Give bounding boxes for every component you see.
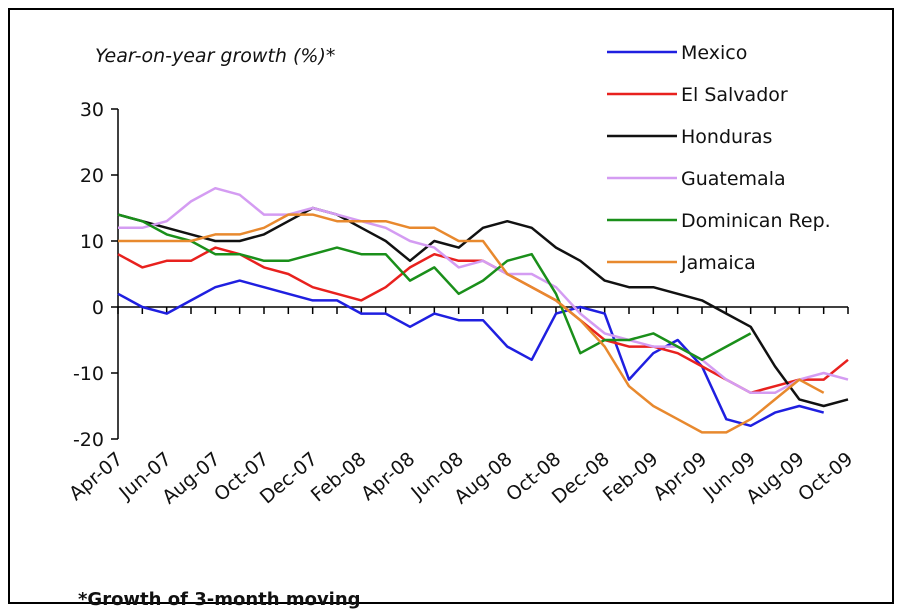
frame (8, 8, 894, 604)
y-tick-label: -10 (73, 363, 104, 385)
y-tick-label: 0 (92, 297, 104, 319)
series-line (118, 186, 849, 395)
legend-label: Dominican Rep. (681, 210, 831, 232)
series-line (117, 213, 752, 362)
y-tick-label: 10 (80, 231, 104, 253)
y-tick-label: -20 (73, 429, 104, 451)
legend-label: Mexico (681, 42, 747, 64)
y-tick-label: 30 (80, 99, 104, 121)
y-tick-label: 20 (80, 165, 104, 187)
legend-label: Guatemala (681, 168, 786, 190)
legend-label: El Salvador (681, 84, 788, 106)
legend-label: Honduras (681, 126, 772, 148)
chart-title: Year-on-year growth (%)* (95, 45, 335, 67)
legend-label: Jamaica (680, 252, 756, 274)
footnote: *Growth of 3-month moving (78, 589, 361, 610)
series-line (117, 279, 825, 428)
series-line (117, 206, 849, 408)
series-line (118, 213, 825, 434)
